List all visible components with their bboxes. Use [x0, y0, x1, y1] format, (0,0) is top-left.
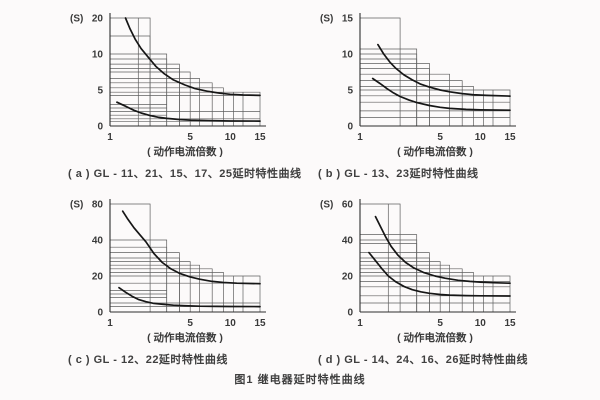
chart-a: 0 5 10 20 1 5 10 15 (S)( 动作电流倍数 ) ( a ) GL - 11、… [66, 8, 318, 181]
y-tick-label: 20 [92, 272, 104, 283]
y-tick-label: 0 [347, 308, 353, 319]
x-axis-title: ( 动作电流倍数 ) [397, 145, 473, 158]
upper-limit-curve [121, 210, 261, 285]
tolerance-step [360, 275, 511, 312]
y-tick-label: 0 [347, 122, 353, 133]
y-tick-label: 20 [342, 272, 354, 283]
chart-d-caption: ( d ) GL - 14、24、16、26延时特性曲线 [318, 354, 529, 366]
chart-c-caption: ( c ) GL - 12、22延时特性曲线 [68, 354, 228, 366]
upper-limit-curve [124, 17, 261, 97]
upper-limit-curve [374, 215, 511, 285]
tolerance-step [110, 268, 213, 312]
tolerance-step [110, 71, 191, 126]
chart-b-plot: 0 5 10 15 1 5 10 15 (S)( 动作电流倍数 ) [316, 8, 568, 163]
y-unit-label: (S) [70, 200, 83, 211]
tolerance-step [110, 78, 200, 126]
y-tick-label: 5 [347, 86, 353, 97]
x-tick-label: 1 [107, 318, 113, 329]
lower-limit-curve [116, 101, 261, 122]
y-tick-label: 15 [342, 14, 354, 25]
chart-c-plot: 0 20 40 80 1 5 10 15 (S)( 动作电流倍数 ) [66, 194, 318, 349]
tolerance-step [110, 58, 168, 126]
x-tick-label: 1 [107, 132, 113, 143]
x-tick-label: 5 [437, 318, 443, 329]
x-axis-title: ( 动作电流倍数 ) [147, 145, 223, 158]
x-tick-label: 5 [187, 132, 193, 143]
chart-b: 0 5 10 15 1 5 10 15 (S)( 动作电流倍数 ) ( b ) GL - 13、… [316, 8, 568, 181]
chart-a-plot: 0 5 10 20 1 5 10 15 (S)( 动作电流倍数 ) [66, 8, 318, 163]
tolerance-step [110, 264, 200, 312]
x-tick-label: 5 [187, 318, 193, 329]
y-tick-label: 5 [97, 86, 103, 97]
tolerance-step [360, 68, 430, 126]
tolerance-step [110, 68, 180, 126]
y-tick-label: 0 [97, 122, 103, 133]
tolerance-step [360, 89, 511, 126]
x-tick-label: 15 [504, 318, 516, 329]
tolerance-step [110, 87, 224, 126]
y-tick-label: 40 [92, 236, 104, 247]
x-axis-title: ( 动作电流倍数 ) [147, 331, 223, 344]
chart-b-caption: ( b ) GL - 13、23延时特性曲线 [318, 168, 479, 180]
y-tick-label: 0 [97, 308, 103, 319]
tolerance-step [360, 58, 418, 126]
x-tick-label: 10 [475, 318, 487, 329]
y-tick-label: 10 [92, 50, 104, 61]
y-unit-label: (S) [320, 200, 333, 211]
lower-limit-curve [368, 251, 511, 297]
tolerance-step [360, 264, 450, 312]
upper-limit-curve [377, 43, 511, 97]
y-tick-label: 20 [92, 14, 104, 25]
y-tick-label: 40 [342, 236, 354, 247]
x-tick-label: 15 [504, 132, 516, 143]
x-tick-label: 10 [475, 132, 487, 143]
x-tick-label: 5 [437, 132, 443, 143]
tolerance-step [360, 257, 430, 312]
tolerance-step [360, 73, 450, 126]
tolerance-step [360, 80, 463, 126]
x-axis-title: ( 动作电流倍数 ) [397, 331, 473, 344]
chart-d: 0 20 40 60 1 5 10 15 (S)( 动作电流倍数 ) ( d ) GL - 14… [316, 194, 568, 367]
chart-c: 0 20 40 80 1 5 10 15 (S)( 动作电流倍数 ) ( c ) GL - 12… [66, 194, 318, 367]
tolerance-step [110, 261, 191, 312]
tolerance-step [110, 35, 151, 126]
tolerance-step [360, 63, 430, 126]
x-tick-label: 10 [225, 318, 237, 329]
x-tick-label: 1 [357, 318, 363, 329]
x-tick-label: 10 [225, 132, 237, 143]
tolerance-step [110, 257, 180, 312]
tolerance-step [360, 272, 474, 312]
x-tick-label: 1 [357, 132, 363, 143]
y-tick-label: 80 [92, 200, 104, 211]
chart-a-caption: ( a ) GL - 11、21、15、17、25延时特性曲线 [68, 168, 302, 180]
x-tick-label: 15 [254, 318, 266, 329]
tolerance-step [360, 86, 474, 126]
tolerance-step [110, 275, 261, 312]
lower-limit-curve [371, 77, 511, 112]
tolerance-step [110, 272, 224, 312]
x-tick-label: 15 [254, 132, 266, 143]
y-tick-label: 60 [342, 200, 354, 211]
chart-d-plot: 0 20 40 60 1 5 10 15 (S)( 动作电流倍数 ) [316, 194, 568, 349]
y-unit-label: (S) [70, 14, 83, 25]
lower-limit-curve [118, 286, 261, 308]
y-unit-label: (S) [320, 14, 333, 25]
figure-caption: 图1 继电器延时特性曲线 [234, 374, 366, 386]
tolerance-step [360, 17, 401, 126]
y-tick-label: 10 [342, 50, 354, 61]
tolerance-step [360, 268, 463, 312]
tolerance-step [110, 91, 261, 126]
tolerance-step [360, 243, 418, 312]
